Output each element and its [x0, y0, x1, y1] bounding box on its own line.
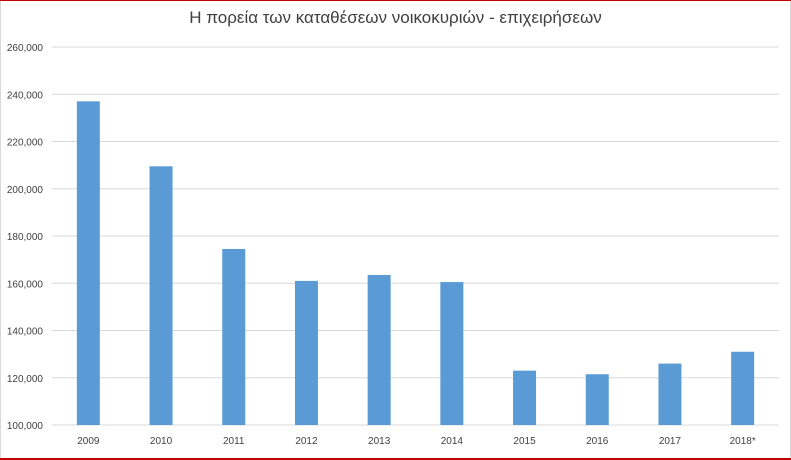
x-tick-label: 2011 — [223, 436, 245, 447]
bar-2009 — [76, 101, 100, 426]
x-tick-label: 2012 — [295, 436, 318, 447]
bar-2012 — [294, 280, 318, 425]
bar-2014 — [440, 282, 464, 425]
bars — [76, 101, 755, 426]
y-axis-tick-labels: 100,000 120,000 140,000 160,000 180,000 200,0… — [7, 43, 44, 432]
x-tick-label: 2018* — [730, 436, 756, 447]
y-tick-label: 120,000 — [7, 374, 44, 385]
bar-2015 — [513, 370, 537, 425]
bar-2018-star — [731, 351, 755, 425]
y-tick-label: 100,000 — [7, 421, 44, 432]
x-tick-label: 2015 — [513, 436, 536, 447]
x-tick-label: 2016 — [586, 436, 609, 447]
x-tick-label: 2013 — [368, 436, 391, 447]
gridlines — [52, 46, 779, 426]
y-tick-label: 220,000 — [7, 138, 44, 149]
frame-bottom-edge — [0, 458, 791, 460]
y-tick-label: 160,000 — [7, 279, 44, 290]
x-tick-label: 2010 — [150, 436, 173, 447]
chart-title: Η πορεία των καταθέσεων νοικοκυριών - επ… — [189, 8, 602, 27]
frame-top-edge — [0, 0, 791, 1]
bar-2011 — [222, 248, 246, 425]
bar-2017 — [658, 363, 682, 425]
y-tick-label: 140,000 — [7, 327, 44, 338]
y-tick-label: 200,000 — [7, 185, 44, 196]
bar-2013 — [367, 274, 391, 425]
bar-2016 — [585, 374, 609, 425]
x-tick-label: 2014 — [441, 436, 464, 447]
y-tick-label: 180,000 — [7, 232, 44, 243]
x-tick-label: 2009 — [77, 436, 100, 447]
x-axis-tick-labels: 2009 2010 2011 2012 2013 2014 2015 2016 2017 2018… — [77, 436, 756, 447]
y-tick-label: 240,000 — [7, 90, 44, 101]
x-tick-label: 2017 — [659, 436, 682, 447]
y-tick-label: 260,000 — [7, 43, 44, 54]
bar-2010 — [149, 166, 173, 425]
